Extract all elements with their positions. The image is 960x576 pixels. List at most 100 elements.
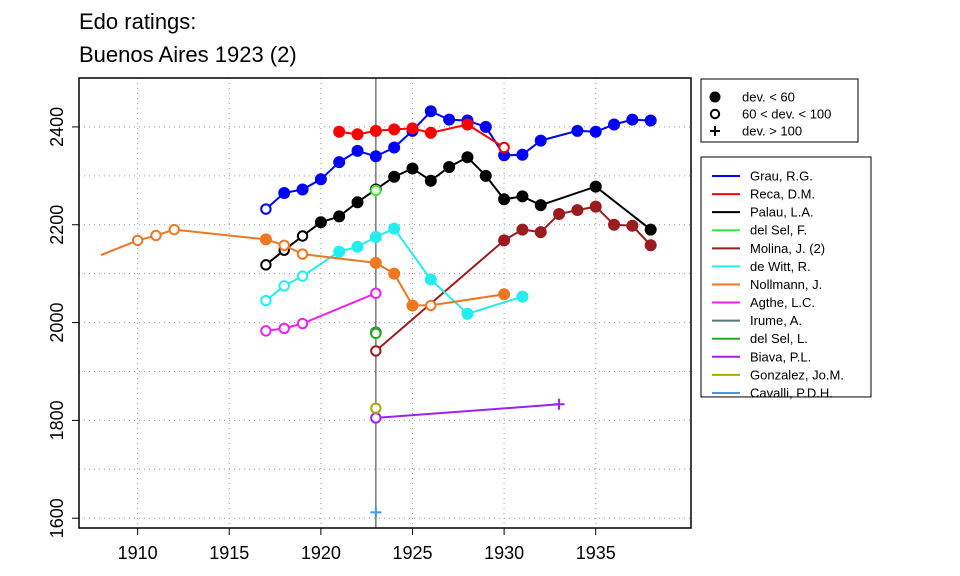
x-axis: 1910 1915 1920 1925 1930 1935 (118, 527, 616, 563)
data-point-5-5 (369, 230, 382, 243)
data-point-2-11 (461, 151, 474, 164)
data-point-2-13 (498, 193, 511, 206)
data-point-1-5 (424, 126, 437, 139)
data-point-6-3 (168, 223, 180, 236)
series-legend-label-5: de Witt, R. (750, 259, 811, 274)
data-point-4-1 (498, 234, 511, 247)
data-point-2-7 (388, 170, 401, 183)
data-point-0-19 (626, 113, 639, 126)
marker-legend-label-2: dev. > 100 (742, 124, 802, 139)
marker-legend-label-0: dev. < 60 (742, 90, 795, 105)
data-point-4-7 (608, 218, 621, 231)
data-point-2-2 (296, 230, 309, 242)
data-point-2-17 (644, 223, 657, 236)
data-point-7-0 (260, 325, 272, 337)
grid (79, 78, 691, 528)
data-point-6-2 (150, 229, 162, 242)
y-tick-label-1800: 1800 (47, 400, 67, 440)
series-5 (260, 222, 529, 320)
series-legend-label-4: Molina, J. (2) (750, 241, 825, 256)
data-point-0-2 (296, 183, 309, 196)
data-point-0-4 (333, 156, 346, 169)
data-point-1-0 (333, 125, 346, 138)
series-line-5 (265, 227, 523, 315)
data-point-7-3 (370, 287, 382, 299)
series-legend-label-3: del Sel, F. (750, 223, 807, 238)
y-tick-label-2200: 2200 (47, 205, 67, 245)
data-point-0-10 (443, 113, 456, 126)
data-point-5-9 (516, 290, 529, 303)
data-point-3-0 (370, 184, 382, 197)
data-point-0-14 (516, 148, 529, 161)
x-tick-label-1915: 1915 (209, 543, 249, 563)
data-point-5-1 (278, 280, 290, 292)
data-point-5-2 (296, 270, 309, 282)
data-point-1-4 (406, 122, 419, 135)
series-legend-label-6: Nollmann, J. (750, 277, 822, 292)
data-point-0-18 (608, 118, 621, 131)
data-point-7-1 (278, 322, 290, 335)
data-point-2-12 (479, 169, 492, 182)
series-4 (370, 200, 657, 357)
data-point-10-1 (553, 398, 565, 410)
data-point-4-5 (571, 204, 584, 217)
data-point-2-14 (516, 190, 529, 203)
data-point-5-7 (424, 273, 437, 286)
data-point-5-8 (461, 307, 474, 320)
series-10 (370, 398, 565, 424)
marker-legend-symbol-0 (709, 91, 721, 103)
data-point-0-1 (278, 186, 291, 199)
series-0 (260, 105, 657, 215)
data-point-0-16 (571, 124, 584, 137)
series-legend-label-12: Cavalli, P.D.H. (750, 385, 833, 400)
series-12 (370, 506, 382, 518)
data-point-12-0 (370, 506, 382, 518)
series-legend-label-11: Gonzalez, Jo.M. (750, 367, 844, 382)
data-point-5-0 (260, 294, 272, 307)
series-11 (370, 402, 382, 414)
marker-legend-label-1: 60 < dev. < 100 (742, 107, 831, 122)
chart-title-line-2: Buenos Aires 1923 (2) (79, 42, 297, 67)
data-point-11-0 (370, 402, 382, 414)
data-point-10-0 (370, 412, 382, 424)
data-point-1-7 (498, 141, 510, 154)
plot-frame (78, 77, 692, 529)
chart-title-line-1: Edo ratings: (79, 9, 196, 34)
marker-legend-symbol-1 (709, 108, 721, 120)
data-point-0-15 (534, 134, 547, 147)
series-legend-label-1: Reca, D.M. (750, 187, 815, 202)
data-point-2-15 (534, 199, 547, 212)
series-7 (260, 287, 382, 337)
data-point-2-9 (424, 174, 437, 187)
data-point-0-20 (644, 114, 657, 127)
series-legend-label-7: Agthe, L.C. (750, 295, 815, 310)
series-legend-label-0: Grau, R.G. (750, 169, 813, 184)
data-point-0-5 (351, 144, 364, 157)
data-point-4-6 (589, 200, 602, 213)
data-point-0-17 (589, 125, 602, 138)
data-point-5-3 (333, 245, 346, 258)
data-point-4-3 (534, 226, 547, 239)
data-point-6-8 (388, 267, 401, 280)
data-point-0-12 (479, 120, 492, 133)
y-tick-label-2000: 2000 (47, 303, 67, 343)
x-tick-label-1930: 1930 (484, 543, 524, 563)
series-layer (100, 105, 657, 518)
series-line-1 (339, 123, 505, 149)
data-point-0-9 (424, 105, 437, 118)
marker-legend-box (700, 78, 859, 143)
data-point-4-0 (370, 345, 382, 357)
data-point-4-4 (553, 207, 566, 220)
data-point-0-7 (388, 141, 401, 154)
series-line-4 (375, 205, 652, 352)
data-point-6-1 (131, 234, 144, 247)
series-legend: Grau, R.G. Reca, D.M. Palau, L.A. del Sel, … (700, 156, 872, 400)
series-line-10 (375, 403, 560, 419)
x-tick-label-1920: 1920 (301, 543, 341, 563)
data-point-5-6 (388, 222, 401, 235)
data-point-4-2 (516, 223, 529, 236)
data-point-5-4 (351, 240, 364, 253)
data-point-6-4 (259, 233, 272, 246)
data-point-0-0 (260, 203, 272, 215)
data-point-1-1 (351, 128, 364, 141)
